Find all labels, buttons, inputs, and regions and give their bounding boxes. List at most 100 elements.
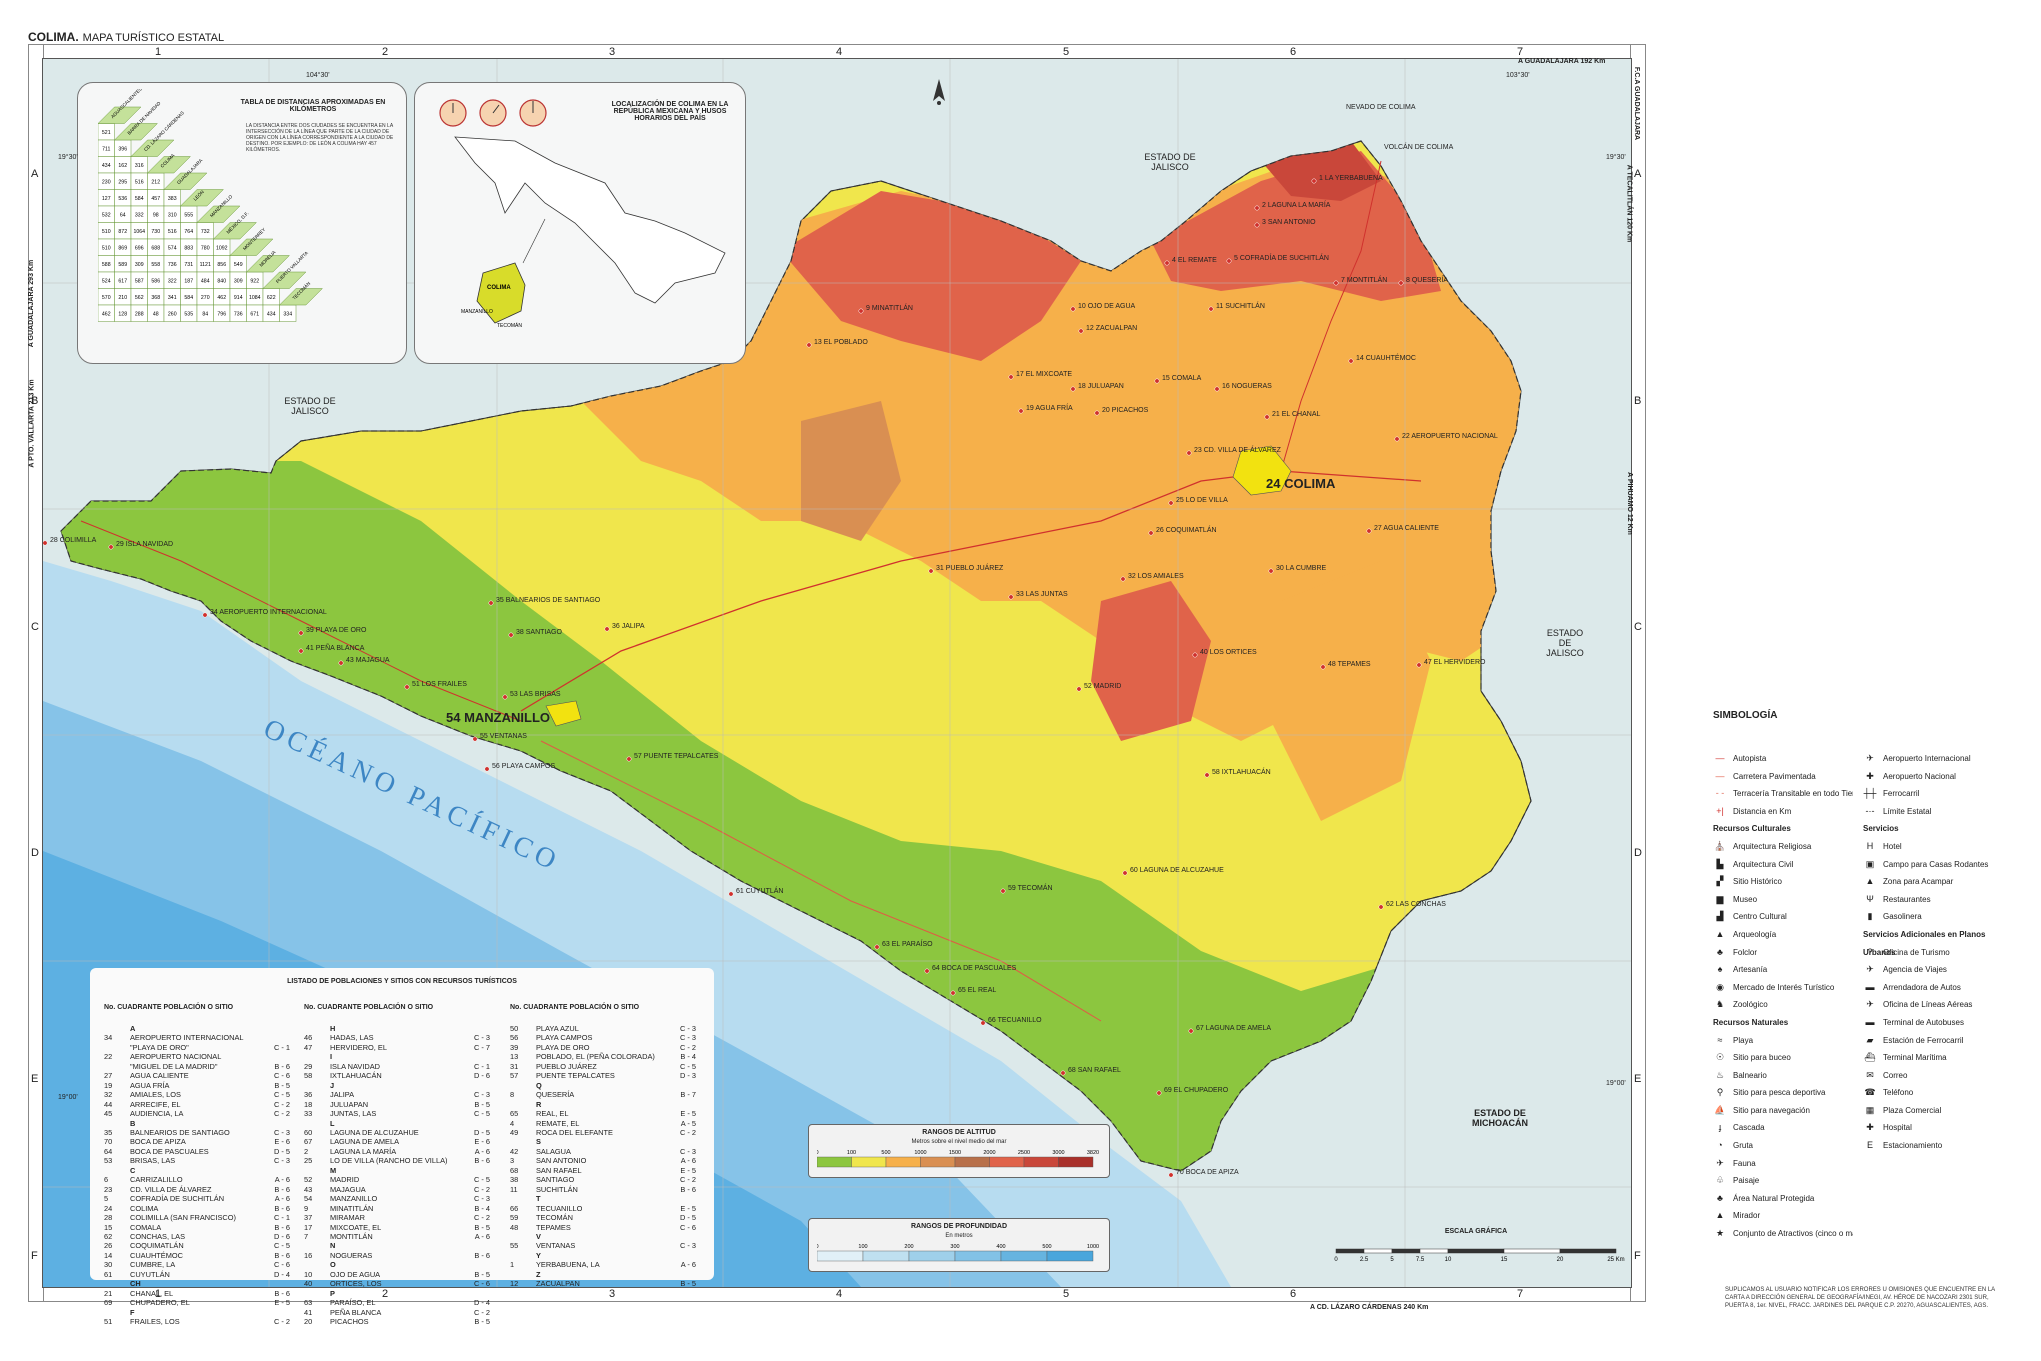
place-marker[interactable] (1094, 410, 1100, 416)
place-label[interactable]: 48 TEPAMES (1328, 661, 1371, 668)
place-label[interactable]: 20 PICACHOS (1102, 407, 1149, 414)
place-marker[interactable] (1070, 306, 1076, 312)
place-marker[interactable] (1008, 594, 1014, 600)
place-marker[interactable] (1208, 306, 1214, 312)
place-marker[interactable] (404, 684, 410, 690)
place-marker[interactable] (1156, 1090, 1162, 1096)
place-label[interactable]: 51 LOS FRAILES (412, 681, 467, 688)
place-label[interactable]: 10 OJO DE AGUA (1078, 303, 1136, 310)
place-label[interactable]: 66 TECUANILLO (988, 1017, 1042, 1024)
place-label[interactable]: 52 MADRID (1084, 683, 1122, 690)
place-label[interactable]: 15 COMALA (1162, 375, 1202, 382)
place-label[interactable]: 62 LAS CONCHAS (1386, 901, 1446, 908)
place-marker[interactable] (874, 944, 880, 950)
place-label[interactable]: 3 SAN ANTONIO (1262, 219, 1316, 226)
place-label[interactable]: 16 NOGUERAS (1222, 383, 1272, 390)
place-marker[interactable] (298, 648, 304, 654)
place-label[interactable]: 26 COQUIMATLÁN (1156, 527, 1217, 534)
place-marker[interactable] (1188, 1028, 1194, 1034)
place-marker[interactable] (1378, 904, 1384, 910)
place-marker[interactable] (43, 540, 48, 546)
manzanillo-urban[interactable] (545, 700, 582, 727)
place-label[interactable]: 70 BOCA DE APIZA (1176, 1169, 1239, 1176)
place-label[interactable]: 19 AGUA FRÍA (1026, 405, 1073, 412)
place-marker[interactable] (806, 342, 812, 348)
place-marker[interactable] (1320, 664, 1326, 670)
place-marker[interactable] (1000, 888, 1006, 894)
place-marker[interactable] (472, 736, 478, 742)
place-label[interactable]: 69 EL CHUPADERO (1164, 1087, 1229, 1094)
place-label[interactable]: 32 LOS AMIALES (1128, 573, 1184, 580)
place-label[interactable]: 41 PEÑA BLANCA (306, 645, 365, 652)
place-label[interactable]: 2 LAGUNA LA MARÍA (1262, 202, 1331, 209)
place-marker[interactable] (1078, 328, 1084, 334)
place-label[interactable]: 43 MAJAGUA (346, 657, 390, 664)
place-label[interactable]: 7 MONTITLÁN (1341, 277, 1388, 284)
city-label-manzanillo[interactable]: 54 MANZANILLO (446, 710, 550, 725)
place-label[interactable]: 30 LA CUMBRE (1276, 565, 1327, 572)
place-marker[interactable] (1168, 500, 1174, 506)
place-label[interactable]: 4 EL REMATE (1172, 257, 1217, 264)
place-marker[interactable] (1311, 178, 1317, 184)
colima-urban[interactable] (1232, 445, 1292, 496)
place-marker[interactable] (1148, 530, 1154, 536)
place-label[interactable]: 36 JALIPA (612, 623, 645, 630)
place-label[interactable]: 64 BOCA DE PASCUALES (932, 965, 1017, 972)
place-marker[interactable] (1018, 408, 1024, 414)
place-marker[interactable] (298, 630, 304, 636)
place-marker[interactable] (1348, 358, 1354, 364)
place-label[interactable]: 12 ZACUALPAN (1086, 325, 1138, 332)
place-label[interactable]: 39 PLAYA DE ORO (306, 627, 367, 634)
place-label[interactable]: 23 CD. VILLA DE ÁLVAREZ (1194, 447, 1281, 454)
place-marker[interactable] (626, 756, 632, 762)
place-marker[interactable] (1226, 258, 1232, 264)
place-marker[interactable] (980, 1020, 986, 1026)
place-label[interactable]: 61 CUYUTLÁN (736, 888, 784, 895)
place-label[interactable]: 63 EL PARAÍSO (882, 941, 933, 948)
place-marker[interactable] (1366, 528, 1372, 534)
place-label[interactable]: 38 SANTIAGO (516, 629, 562, 636)
place-marker[interactable] (202, 612, 208, 618)
place-label[interactable]: 1 LA YERBABUENA (1319, 175, 1383, 182)
coastal-highway[interactable] (80, 520, 522, 722)
place-marker[interactable] (484, 766, 490, 772)
place-marker[interactable] (1394, 436, 1400, 442)
coast-road[interactable] (540, 740, 1102, 1022)
place-label[interactable]: 25 LO DE VILLA (1176, 497, 1228, 504)
place-label[interactable]: 29 ISLA NAVIDAD (116, 541, 174, 548)
place-label[interactable]: 65 EL REAL (958, 987, 997, 994)
place-marker[interactable] (1192, 652, 1198, 658)
place-label[interactable]: 18 JULUAPAN (1078, 383, 1124, 390)
place-label[interactable]: 68 SAN RAFAEL (1068, 1067, 1121, 1074)
place-marker[interactable] (1416, 662, 1422, 668)
place-label[interactable]: 56 PLAYA CAMPOS (492, 763, 556, 770)
place-label[interactable]: 60 LAGUNA DE ALCUZAHUE (1130, 867, 1224, 874)
city-label-colima[interactable]: 24 COLIMA (1266, 476, 1336, 491)
place-marker[interactable] (1254, 205, 1260, 211)
place-marker[interactable] (1214, 386, 1220, 392)
place-marker[interactable] (924, 968, 930, 974)
place-label[interactable]: 17 EL MIXCOATE (1016, 371, 1073, 378)
place-marker[interactable] (508, 632, 514, 638)
place-label[interactable]: 40 LOS ORTICES (1200, 649, 1257, 656)
place-marker[interactable] (928, 568, 934, 574)
place-label[interactable]: 22 AEROPUERTO NACIONAL (1402, 433, 1498, 440)
place-label[interactable]: 59 TECOMÁN (1008, 885, 1053, 892)
place-label[interactable]: 28 COLIMILLA (50, 537, 97, 544)
place-label[interactable]: 35 BALNEARIOS DE SANTIAGO (496, 597, 601, 604)
place-marker[interactable] (1264, 414, 1270, 420)
place-marker[interactable] (728, 891, 734, 897)
place-label[interactable]: 5 COFRADÍA DE SUCHITLÁN (1234, 255, 1329, 262)
place-marker[interactable] (1154, 378, 1160, 384)
place-label[interactable]: 58 IXTLAHUACÁN (1212, 769, 1271, 776)
place-marker[interactable] (1398, 280, 1404, 286)
place-label[interactable]: 57 PUENTE TEPALCATES (634, 753, 719, 760)
place-marker[interactable] (1254, 222, 1260, 228)
place-marker[interactable] (1060, 1070, 1066, 1076)
place-marker[interactable] (488, 600, 494, 606)
place-marker[interactable] (1008, 374, 1014, 380)
place-marker[interactable] (1186, 450, 1192, 456)
place-marker[interactable] (1168, 1172, 1174, 1178)
place-marker[interactable] (502, 694, 508, 700)
place-marker[interactable] (1333, 280, 1339, 286)
